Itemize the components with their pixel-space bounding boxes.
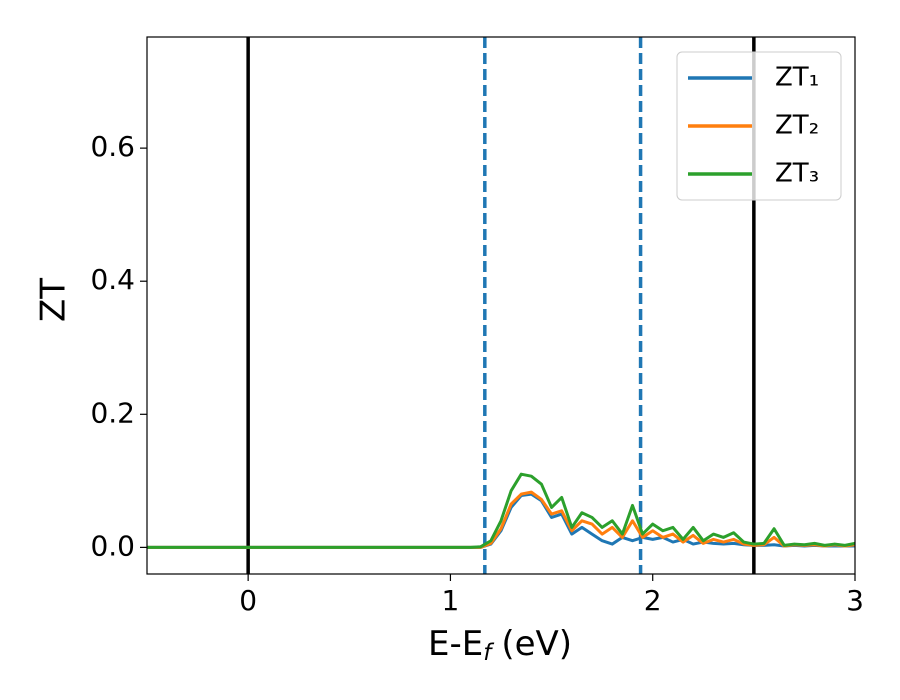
x-tick-label: 0 <box>239 584 257 617</box>
y-tick-label: 0.6 <box>90 130 135 163</box>
x-tick-label: 3 <box>846 584 864 617</box>
x-label-main: E-E <box>428 624 483 664</box>
legend-label: ZT₃ <box>775 159 819 189</box>
y-tick-label: 0.4 <box>90 263 135 296</box>
y-tick-label: 0.2 <box>90 396 135 429</box>
legend: ZT₁ ZT₂ ZT₃ <box>676 51 842 201</box>
y-axis-label: ZT <box>34 278 74 322</box>
y-tick-label: 0.0 <box>90 529 135 562</box>
plot-frame <box>146 36 856 575</box>
x-label-unit: (eV) <box>501 624 572 664</box>
x-tick-label: 2 <box>644 584 662 617</box>
legend-label: ZT₂ <box>775 111 819 141</box>
legend-label: ZT₁ <box>775 63 819 93</box>
x-label-sub: f <box>483 640 494 666</box>
x-tick-label: 1 <box>442 584 460 617</box>
legend-box <box>676 51 842 201</box>
data-line <box>147 472 856 549</box>
x-axis-label: E-Ef (eV) <box>428 624 572 666</box>
